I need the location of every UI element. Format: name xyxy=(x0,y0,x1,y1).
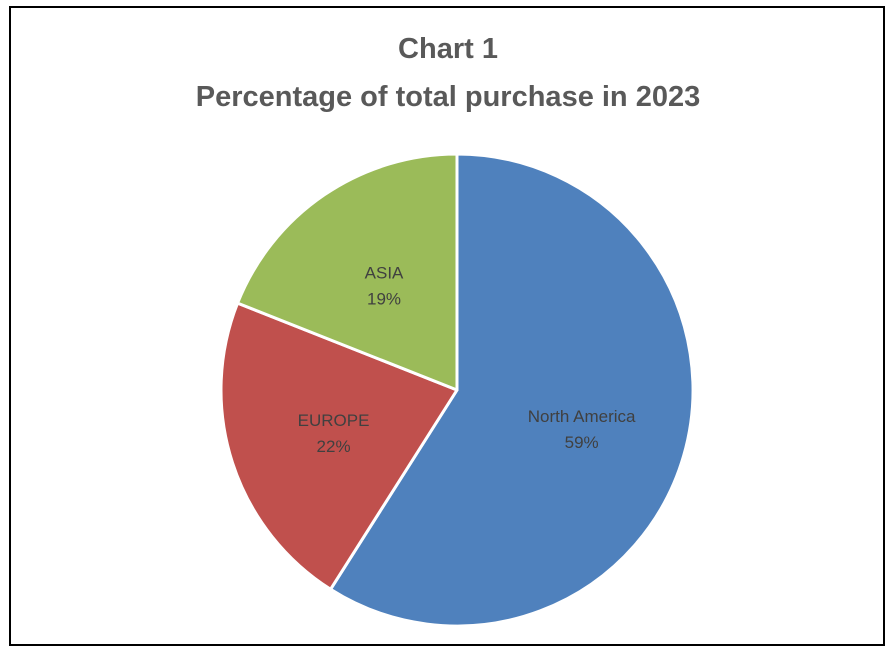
slice-value-north-america: 59% xyxy=(565,433,599,452)
chart-subtitle: Percentage of total purchase in 2023 xyxy=(195,81,701,113)
chart-title: Chart 1 xyxy=(398,33,498,65)
pie-slice-north-america xyxy=(329,152,695,628)
pie-slice-europe xyxy=(219,301,459,591)
slice-value-europe: 22% xyxy=(317,437,351,456)
slice-label-asia: ASIA xyxy=(365,264,404,283)
slice-value-asia: 19% xyxy=(367,290,401,309)
slice-label-north-america: North America xyxy=(528,407,636,426)
pie-slice-asia xyxy=(236,152,459,392)
slice-label-europe: EUROPE xyxy=(298,411,370,430)
